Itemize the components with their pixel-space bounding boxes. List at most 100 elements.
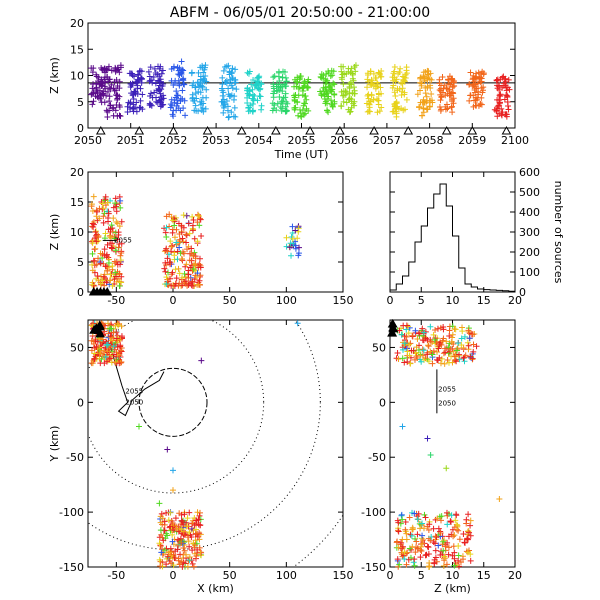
source-marker [469,331,476,338]
source-marker [222,64,229,71]
source-marker [170,522,177,529]
source-marker [94,273,101,280]
source-marker [110,204,117,211]
source-marker [147,101,154,108]
source-marker [193,552,200,559]
source-marker [104,114,111,121]
source-marker [364,76,371,83]
source-marker [158,70,165,77]
source-marker [289,235,296,242]
source-marker [137,85,144,92]
source-marker [445,551,452,558]
source-marker [232,113,239,120]
source-marker [493,107,500,114]
source-marker [276,94,283,101]
source-marker [351,102,358,109]
source-marker [495,97,502,104]
source-marker [465,511,472,518]
station-triangle [403,125,414,135]
source-marker [340,98,347,105]
source-marker [460,556,467,563]
source-marker [282,94,289,101]
source-marker [365,91,372,98]
y-tick-label: -150 [361,561,386,574]
source-marker [278,99,285,106]
source-marker [196,83,203,90]
source-marker [256,73,263,80]
source-marker [89,90,96,97]
source-marker [105,357,112,364]
source-marker [92,245,99,252]
source-marker [160,95,167,102]
source-marker [425,342,432,349]
source-marker [395,106,402,113]
source-marker [229,75,236,82]
source-marker [222,79,229,86]
source-marker [99,277,106,284]
source-marker [503,111,510,118]
source-marker [100,219,107,226]
source-marker [134,71,141,78]
source-marker [157,96,164,103]
source-marker [429,351,436,358]
source-marker [432,540,439,547]
source-marker [164,446,171,453]
source-marker [464,339,471,346]
source-marker [202,62,209,69]
source-marker [168,65,175,72]
station-label: 2050 [125,399,143,407]
source-marker [417,554,424,561]
source-marker [218,85,225,92]
source-marker [103,92,110,99]
source-marker [107,325,114,332]
source-marker [452,517,459,524]
source-marker [250,97,257,104]
source-marker [179,518,186,525]
source-marker [395,519,402,526]
source-marker [416,104,423,111]
source-marker [183,519,190,526]
source-marker [338,102,345,109]
source-marker [295,250,302,257]
source-marker [172,515,179,522]
source-marker [251,82,258,89]
source-marker [422,552,429,559]
y-tick-label: 10 [70,70,84,83]
source-marker [112,269,119,276]
source-marker [301,78,308,85]
source-marker [110,104,117,111]
source-marker [169,242,176,249]
source-marker [444,356,451,363]
x-tick-label: 20 [508,569,522,582]
source-marker [496,102,503,109]
source-marker [102,196,109,203]
source-marker [164,255,171,262]
source-marker [427,70,434,77]
source-marker [455,527,462,534]
source-marker [395,355,402,362]
source-marker [463,516,470,523]
source-marker [432,547,439,554]
source-marker [347,79,354,86]
source-marker [364,92,371,99]
source-marker [89,85,96,92]
source-marker [173,102,180,109]
source-marker [421,99,428,106]
source-marker [458,335,465,342]
source-marker [169,217,176,224]
source-marker [270,83,277,90]
source-marker [166,259,173,266]
source-marker [107,234,114,241]
source-marker [505,76,512,83]
source-marker [331,91,338,98]
source-marker [229,85,236,92]
source-marker [231,93,238,100]
source-marker [223,77,230,84]
source-marker [182,278,189,285]
source-marker [232,66,239,73]
source-marker [169,269,176,276]
source-marker [338,74,345,81]
source-marker [104,348,111,355]
source-marker [186,553,193,560]
source-marker [191,235,198,242]
